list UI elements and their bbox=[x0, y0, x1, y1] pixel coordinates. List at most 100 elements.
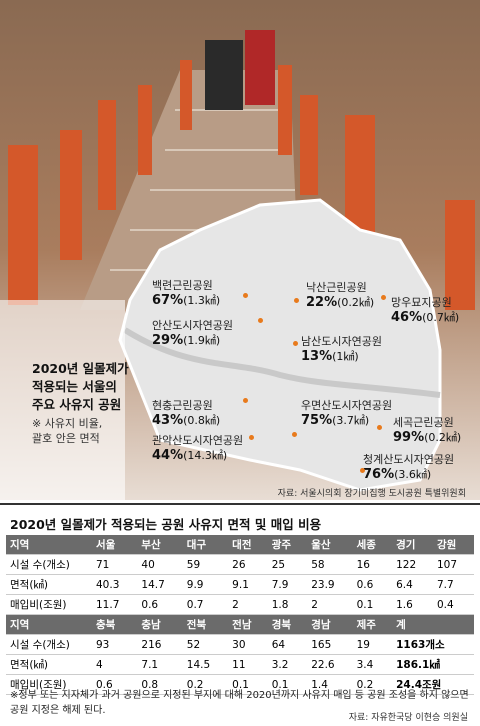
table-row: 시설 수(개소) 93 216 52 30 64 165 19 1163개소 bbox=[6, 634, 474, 655]
park-percent: 75% bbox=[301, 413, 333, 428]
table-cell: 3.4 bbox=[352, 654, 393, 675]
table-cell: 0.6 bbox=[352, 574, 393, 595]
table-cell: 30 bbox=[228, 634, 268, 655]
table-cell: 1163개소 bbox=[392, 634, 474, 655]
table-cell: 시설 수(개소) bbox=[6, 554, 92, 575]
park-value: 43%(0.8㎢) bbox=[152, 412, 220, 428]
credit: 자료: 자유한국당 이현승 의원실 bbox=[348, 710, 468, 723]
table-cell: 지역 bbox=[6, 535, 92, 555]
park-name: 백련근린공원 bbox=[152, 279, 213, 292]
table-cell: 전남 bbox=[228, 614, 268, 635]
table-cell: 시설 수(개소) bbox=[6, 634, 92, 655]
table-cell: 14.7 bbox=[137, 574, 183, 595]
table-cell: 0.1 bbox=[352, 594, 393, 615]
table-cell: 16 bbox=[352, 554, 393, 575]
table-cell: 11 bbox=[228, 654, 268, 675]
map-note: ※ 사유지 비율, 괄호 안은 면적 bbox=[32, 416, 102, 446]
table-cell: 6.4 bbox=[392, 574, 433, 595]
table-cell: 세종 bbox=[352, 535, 393, 555]
park-name: 안산도시자연공원 bbox=[152, 319, 233, 332]
table-cell: 지역 bbox=[6, 614, 92, 635]
table-cell: 3.2 bbox=[267, 654, 308, 675]
table-cell: 면적(㎢) bbox=[6, 654, 92, 675]
table-cell: 0.6 bbox=[137, 594, 183, 615]
park-percent: 44% bbox=[152, 448, 184, 463]
table-cell: 9.1 bbox=[228, 574, 268, 595]
table-cell: 울산 bbox=[307, 535, 353, 555]
park-name: 망우묘지공원 bbox=[391, 296, 452, 309]
table-row: 지역 충북 충남 전북 전남 경북 경남 제주 계 bbox=[6, 614, 474, 635]
table-cell: 대전 bbox=[228, 535, 268, 555]
table-cell: 1.6 bbox=[392, 594, 433, 615]
table-cell: 1.8 bbox=[267, 594, 308, 615]
park-area: (0.2㎢) bbox=[337, 296, 375, 309]
table-cell: 0.6 bbox=[92, 674, 138, 695]
park-area: (1㎢) bbox=[332, 350, 359, 363]
table-cell: 23.9 bbox=[307, 574, 353, 595]
table-cell: 2 bbox=[228, 594, 268, 615]
park-name: 낙산근린공원 bbox=[306, 281, 367, 294]
table-cell: 64 bbox=[267, 634, 308, 655]
table-cell: 서울 bbox=[92, 535, 138, 555]
table-cell: 전북 bbox=[182, 614, 229, 635]
park-area: (1.3㎢) bbox=[183, 294, 221, 307]
park-area: (0.2㎢) bbox=[424, 431, 462, 444]
park-percent: 22% bbox=[306, 295, 338, 310]
park-dot bbox=[243, 398, 248, 403]
park-dot bbox=[293, 341, 298, 346]
park-dot bbox=[292, 432, 297, 437]
park-dot bbox=[381, 295, 386, 300]
table-cell: 59 bbox=[182, 554, 229, 575]
park-dot bbox=[360, 468, 365, 473]
park-percent: 76% bbox=[363, 467, 395, 482]
park-percent: 13% bbox=[301, 349, 333, 364]
park-name: 청계산도시자연공원 bbox=[363, 453, 455, 466]
park-area: (14.3㎢) bbox=[183, 449, 228, 462]
park-dot bbox=[258, 318, 263, 323]
table-cell: 186.1㎢ bbox=[392, 654, 474, 675]
data-table: 지역 서울 부산 대구 대전 광주 울산 세종 경기 강원 시설 수(개소) 71 40 59 26 25 58… bbox=[6, 535, 474, 695]
park-area: (0.7㎢) bbox=[422, 311, 460, 324]
table-cell: 14.5 bbox=[182, 654, 229, 675]
park-value: 75%(3.7㎢) bbox=[301, 412, 369, 428]
note-line: ※ 사유지 비율, bbox=[32, 417, 103, 430]
park-value: 67%(1.3㎢) bbox=[152, 292, 220, 308]
park-area: (3.7㎢) bbox=[332, 414, 370, 427]
park-value: 29%(1.9㎢) bbox=[152, 332, 220, 348]
table-cell: 11.7 bbox=[92, 594, 138, 615]
table-cell: 93 bbox=[92, 634, 138, 655]
table-cell: 매입비(조원) bbox=[6, 674, 92, 695]
park-dot bbox=[377, 425, 382, 430]
table-cell: 71 bbox=[92, 554, 138, 575]
table-cell: 7.7 bbox=[432, 574, 474, 595]
park-percent: 29% bbox=[152, 333, 184, 348]
background-photo bbox=[0, 0, 480, 500]
table-cell: 9.9 bbox=[182, 574, 229, 595]
park-percent: 67% bbox=[152, 293, 184, 308]
footnote: ※정부 또는 지자체가 과거 공원으로 지정된 부지에 대해 2020년까지 사… bbox=[10, 690, 469, 716]
table-cell: 경기 bbox=[392, 535, 433, 555]
table-row: 지역 서울 부산 대구 대전 광주 울산 세종 경기 강원 bbox=[6, 535, 474, 555]
park-percent: 46% bbox=[391, 310, 423, 325]
table-cell: 216 bbox=[137, 634, 183, 655]
table-cell: 4 bbox=[92, 654, 138, 675]
table-cell: 0.1 bbox=[228, 674, 268, 695]
note-line: 괄호 안은 면적 bbox=[32, 432, 100, 445]
park-name: 남산도시자연공원 bbox=[301, 335, 382, 348]
park-dot bbox=[249, 435, 254, 440]
title-line: 2020년 일몰제가 bbox=[32, 361, 129, 376]
table-cell: 1.4 bbox=[307, 674, 353, 695]
table-title: 2020년 일몰제가 적용되는 공원 사유지 면적 및 매입 비용 bbox=[10, 517, 322, 532]
park-value: 44%(14.3㎢) bbox=[152, 447, 227, 463]
table-cell: 22.6 bbox=[307, 654, 353, 675]
park-name: 우면산도시자연공원 bbox=[301, 399, 393, 412]
table-cell: 52 bbox=[182, 634, 229, 655]
table-cell: 0.2 bbox=[182, 674, 229, 695]
table-cell: 광주 bbox=[267, 535, 308, 555]
park-dot bbox=[243, 293, 248, 298]
table-row: 매입비(조원) 0.6 0.8 0.2 0.1 0.1 1.4 0.2 24.4조원 bbox=[6, 674, 474, 695]
table-cell: 부산 bbox=[137, 535, 183, 555]
table-cell: 경북 bbox=[267, 614, 308, 635]
park-name: 관악산도시자연공원 bbox=[152, 434, 244, 447]
